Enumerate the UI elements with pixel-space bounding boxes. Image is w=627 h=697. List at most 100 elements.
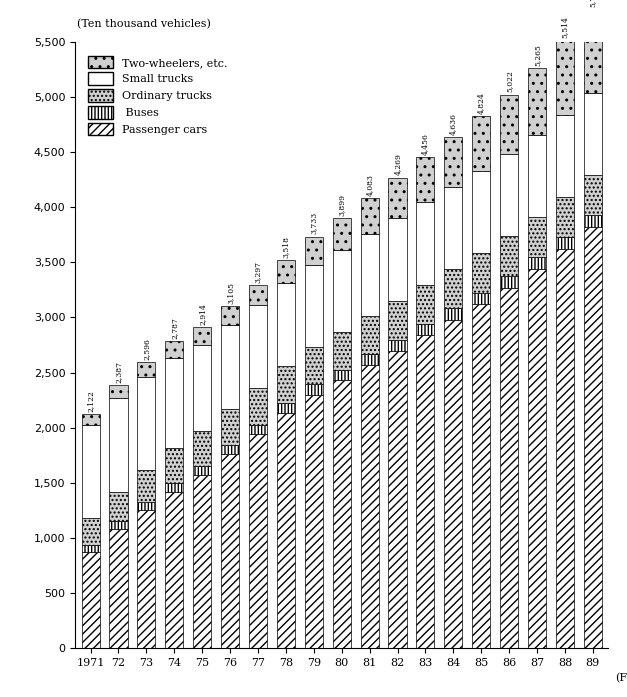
Text: (Ten thousand vehicles): (Ten thousand vehicles) — [76, 20, 211, 30]
Bar — [556, 40, 574, 115]
Text: 4,636: 4,636 — [450, 113, 457, 135]
Bar — [445, 187, 462, 269]
Bar — [82, 545, 100, 552]
Bar — [166, 491, 183, 648]
Text: 5,514: 5,514 — [561, 16, 569, 38]
Text: 3,105: 3,105 — [226, 282, 234, 304]
Bar — [193, 327, 211, 345]
Bar — [333, 250, 350, 332]
Bar — [249, 424, 267, 434]
Bar — [333, 332, 350, 369]
Bar — [333, 381, 350, 648]
Bar — [193, 475, 211, 648]
Bar — [221, 325, 239, 409]
Bar — [166, 448, 183, 483]
Text: 4,824: 4,824 — [477, 92, 485, 114]
Bar — [82, 425, 100, 518]
Bar — [472, 253, 490, 293]
Text: 2,122: 2,122 — [87, 390, 95, 412]
Bar — [110, 398, 127, 491]
Bar — [500, 288, 518, 648]
Text: 2,914: 2,914 — [198, 303, 206, 325]
Bar — [166, 358, 183, 448]
Bar — [137, 470, 155, 503]
Bar — [193, 431, 211, 466]
Bar — [82, 518, 100, 545]
Bar — [416, 335, 435, 648]
Bar — [416, 157, 435, 202]
Bar — [556, 197, 574, 238]
Bar — [82, 552, 100, 648]
Bar — [528, 135, 546, 217]
Bar — [277, 261, 295, 284]
Text: 2,596: 2,596 — [142, 338, 150, 360]
Bar — [249, 434, 267, 648]
Bar — [416, 202, 435, 285]
Bar — [445, 320, 462, 648]
Bar — [500, 154, 518, 236]
Text: (FY): (FY) — [615, 673, 627, 684]
Bar — [556, 115, 574, 197]
Bar — [556, 249, 574, 648]
Bar — [445, 308, 462, 320]
Text: 3,899: 3,899 — [338, 194, 345, 216]
Text: 2,387: 2,387 — [115, 361, 122, 383]
Bar — [82, 414, 100, 425]
Bar — [389, 217, 406, 301]
Bar — [137, 362, 155, 378]
Bar — [221, 454, 239, 648]
Bar — [277, 413, 295, 648]
Bar — [389, 339, 406, 351]
Bar — [389, 301, 406, 339]
Bar — [166, 483, 183, 491]
Bar — [305, 265, 323, 347]
Bar — [472, 171, 490, 253]
Bar — [305, 384, 323, 395]
Bar — [193, 345, 211, 431]
Bar — [221, 409, 239, 445]
Text: 4,456: 4,456 — [421, 133, 429, 155]
Bar — [528, 257, 546, 269]
Bar — [584, 9, 602, 93]
Text: 3,297: 3,297 — [254, 261, 262, 282]
Bar — [472, 116, 490, 171]
Bar — [221, 445, 239, 454]
Bar — [472, 304, 490, 648]
Bar — [221, 306, 239, 325]
Text: 4,269: 4,269 — [394, 153, 401, 176]
Bar — [277, 367, 295, 404]
Text: 5,799: 5,799 — [589, 0, 597, 7]
Bar — [361, 234, 379, 316]
Bar — [110, 385, 127, 398]
Bar — [500, 236, 518, 276]
Bar — [333, 369, 350, 381]
Bar — [361, 365, 379, 648]
Bar — [305, 237, 323, 265]
Bar — [110, 529, 127, 648]
Bar — [556, 238, 574, 249]
Bar — [389, 351, 406, 648]
Bar — [416, 285, 435, 324]
Bar — [305, 347, 323, 384]
Bar — [137, 510, 155, 648]
Bar — [445, 269, 462, 308]
Text: 2,787: 2,787 — [171, 317, 178, 339]
Bar — [249, 284, 267, 305]
Text: 5,022: 5,022 — [505, 70, 513, 92]
Bar — [361, 316, 379, 354]
Bar — [249, 305, 267, 388]
Bar — [472, 293, 490, 304]
Bar — [249, 388, 267, 424]
Bar — [305, 395, 323, 648]
Bar — [361, 354, 379, 365]
Bar — [193, 466, 211, 475]
Bar — [110, 491, 127, 521]
Text: 3,518: 3,518 — [282, 236, 290, 258]
Bar — [166, 341, 183, 358]
Bar — [277, 404, 295, 413]
Bar — [500, 276, 518, 288]
Bar — [277, 284, 295, 367]
Text: 5,265: 5,265 — [533, 44, 541, 66]
Bar — [333, 218, 350, 250]
Bar — [500, 95, 518, 154]
